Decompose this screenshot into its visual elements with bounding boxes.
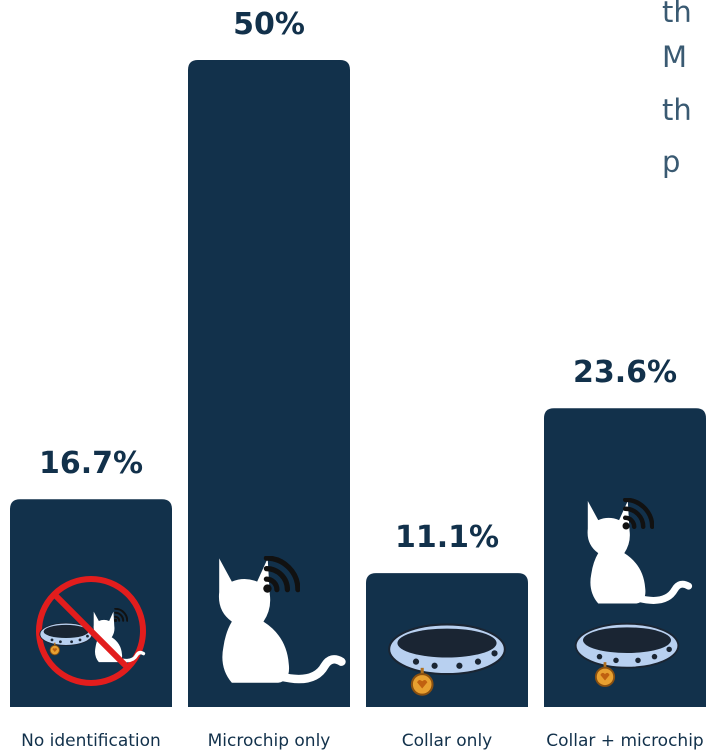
value-label: 16.7% [39,446,143,481]
category-label: No identification [21,731,161,751]
value-label: 11.1% [395,520,499,555]
category-label: Microchip only [208,731,331,751]
bar [10,499,172,707]
no-sign-bar [51,591,131,671]
category-label: Collar only [402,731,493,751]
bar [188,60,350,707]
value-label: 50% [233,7,305,42]
annotation: th [662,0,692,29]
annotation: M [662,40,687,74]
category-label: Collar + microchip [546,731,703,751]
annotation: th [662,93,692,127]
no-sign [36,576,146,686]
value-label: 23.6% [573,355,677,390]
icons [36,500,689,697]
annotation: p [662,145,680,179]
